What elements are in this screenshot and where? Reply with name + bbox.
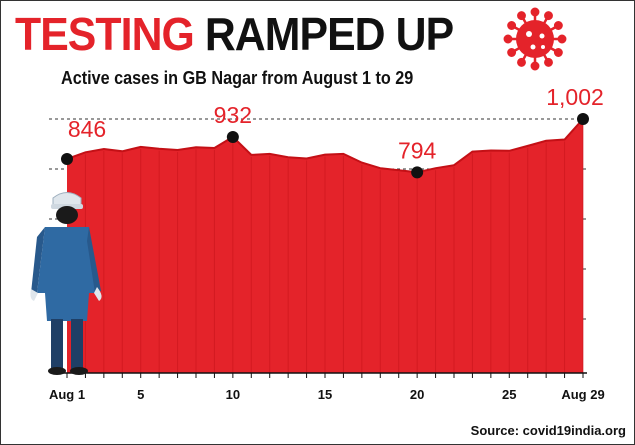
title-ramped-up: RAMPED UP [204,8,454,60]
virus-spike-tip [507,48,517,57]
health-worker-figure [30,192,102,375]
tick-label-5: 5 [137,387,144,402]
data-label-29: 1,002 [546,84,604,110]
virus-spike-tip [544,57,553,67]
data-label-1: 846 [68,116,106,142]
coronavirus-icon [503,7,567,71]
vertical-bands [84,121,584,373]
x-ticks: Aug 1 5 10 15 20 25 Aug 29 [49,373,605,402]
chart-subtitle: Active cases in GB Nagar from August 1 t… [61,68,414,88]
data-label-10: 932 [214,102,252,128]
data-label-20: 794 [398,137,437,163]
source-note: Source: covid19india.org [470,423,626,438]
data-point-29 [577,113,589,125]
virus-spike-tip [517,11,526,21]
virus-spike-tip [530,7,540,17]
tick-label-20: 20 [410,387,424,402]
title-testing: TESTING [15,8,195,60]
virus-spike-tip [557,34,567,44]
tick-label-1: Aug 1 [49,387,85,402]
series-line [66,118,584,174]
data-markers: 846 932 794 1,002 [61,84,604,179]
virus-spike-tip [517,57,526,67]
chart-title: TESTING RAMPED UP [15,7,454,61]
virus-spike-tip [553,48,563,57]
tick-label-15: 15 [318,387,332,402]
data-point-1 [61,153,73,165]
virus-spike-tip [507,21,517,30]
virus-spike-tip [544,11,553,21]
tick-label-25: 25 [502,387,516,402]
virus-spike-tip [530,61,540,71]
data-point-10 [226,130,239,143]
tick-label-10: 10 [226,387,240,402]
virus-spike-tip [503,34,513,44]
virus-spike-tip [553,21,563,30]
data-point-20 [411,166,424,179]
tick-label-29: Aug 29 [561,387,604,402]
